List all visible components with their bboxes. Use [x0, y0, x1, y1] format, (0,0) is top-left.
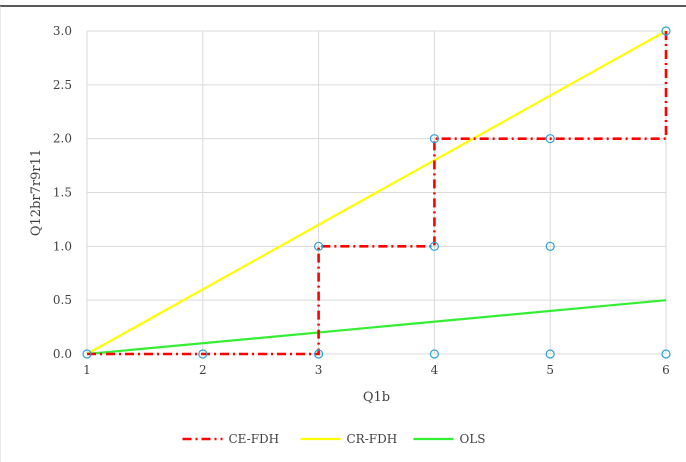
data-point-1: [198, 349, 208, 359]
data-point-10: [545, 134, 555, 144]
data-points: [82, 26, 671, 359]
data-point-3: [429, 349, 439, 359]
data-point-6: [314, 241, 324, 251]
y-axis-ticks: 0.0 0.5 1.0 1.5 2.0 2.5 3.0: [53, 24, 72, 361]
y-tick-label-3: 1.5: [53, 186, 72, 200]
series-line-cr-fdh: [86, 30, 667, 355]
series-line-ols: [86, 299, 667, 356]
x-tick-label-3: 4: [431, 363, 439, 377]
y-tick-label-4: 2.0: [53, 132, 72, 146]
series-line-ce-fdh: [87, 31, 668, 356]
y-axis-title: Q12br7r9r11: [29, 149, 44, 236]
legend: CE-FDH CR-FDH OLS: [182, 432, 486, 446]
x-tick-label-1: 2: [199, 363, 207, 377]
legend-label-cr-fdh: CR-FDH: [347, 432, 398, 446]
legend-label-ols: OLS: [460, 432, 486, 446]
y-tick-label-6: 3.0: [53, 24, 72, 38]
y-tick-label-2: 1.0: [53, 239, 72, 253]
x-axis-ticks: 1 2 3 4 5 6: [83, 363, 670, 377]
series-lines: [86, 30, 668, 356]
data-point-4: [545, 349, 555, 359]
data-point-0: [82, 349, 92, 359]
data-point-9: [429, 134, 439, 144]
data-point-11: [661, 26, 671, 36]
data-point-5: [661, 349, 671, 359]
legend-label-ce-fdh: CE-FDH: [229, 432, 280, 446]
x-tick-label-4: 5: [546, 363, 554, 377]
x-tick-label-5: 6: [662, 363, 670, 377]
y-tick-label-5: 2.5: [53, 78, 72, 92]
data-point-2: [314, 349, 324, 359]
x-tick-label-2: 3: [315, 363, 323, 377]
y-tick-label-1: 0.5: [53, 293, 72, 307]
data-point-7: [429, 241, 439, 251]
y-tick-label-0: 0.0: [53, 347, 72, 361]
data-point-8: [545, 241, 555, 251]
x-tick-label-0: 1: [83, 363, 91, 377]
x-axis-title: Q1b: [363, 390, 390, 405]
